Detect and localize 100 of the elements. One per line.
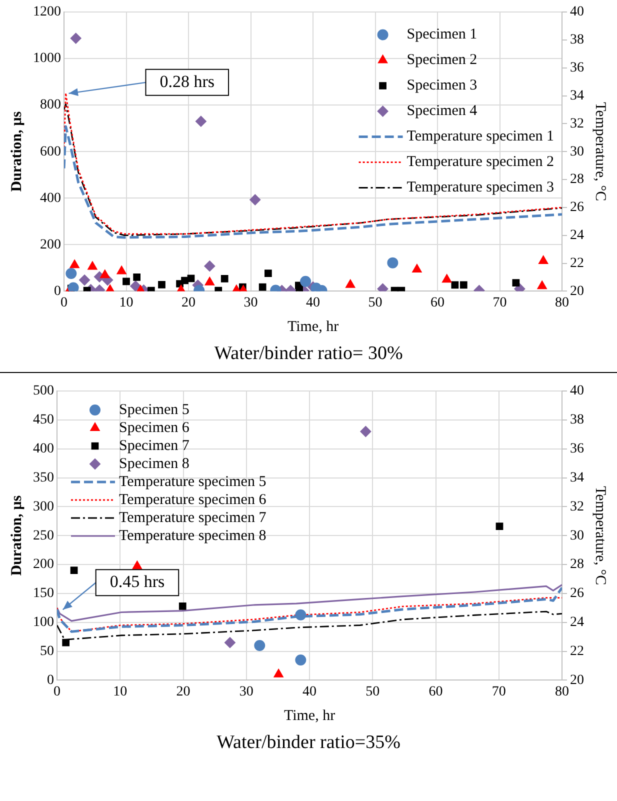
y-tick-label: 400	[33, 442, 54, 457]
legend-label: Specimen 8	[119, 456, 190, 472]
point	[412, 264, 422, 273]
point	[258, 283, 266, 291]
text: Water/binder ratio= 30%	[213, 342, 404, 366]
x-tick-label: 20	[182, 295, 196, 310]
y2-tick-label: 40	[570, 4, 584, 20]
y2-tick-label: 24	[570, 615, 584, 630]
y2-tick-label: 36	[570, 442, 584, 457]
point	[538, 255, 548, 264]
point	[66, 268, 77, 280]
y2-tick-label: 32	[570, 499, 584, 514]
legend-label: Specimen 3	[406, 78, 478, 94]
y2-tick-label: 26	[570, 586, 584, 602]
text: Water/binder ratio=35%	[216, 731, 402, 755]
annotation: 0.28 hrs	[160, 72, 215, 91]
y2-axis-title: Temperature, °C	[592, 486, 608, 586]
point	[68, 282, 79, 292]
x-tick-label: 40	[302, 684, 316, 700]
legend-label: Temperature specimen 1	[406, 128, 554, 145]
point	[460, 281, 468, 289]
point	[451, 281, 459, 289]
x-tick-label: 30	[239, 684, 254, 700]
point	[204, 276, 214, 286]
point	[122, 278, 130, 286]
point	[442, 274, 452, 283]
point	[250, 194, 261, 206]
y2-tick-label: 38	[570, 412, 584, 428]
y-tick-label: 0	[47, 672, 54, 688]
y2-tick-label: 30	[570, 528, 584, 544]
legend-label: Temperature specimen 6	[119, 492, 267, 508]
y-tick-label: 500	[33, 384, 54, 399]
y-tick-label: 1000	[33, 51, 61, 66]
y2-tick-label: 36	[570, 60, 584, 76]
y-tick-label: 200	[40, 237, 61, 252]
point	[264, 270, 272, 277]
point	[296, 286, 303, 292]
point	[79, 274, 90, 286]
y-tick-label: 250	[33, 528, 54, 544]
point	[537, 280, 547, 290]
x-tick-label: 10	[113, 684, 128, 700]
point	[116, 266, 126, 274]
point	[204, 260, 216, 272]
line-series	[57, 597, 562, 632]
y-axis-title: Duration, µs	[8, 495, 25, 576]
point	[187, 274, 195, 282]
point	[62, 638, 70, 646]
point	[300, 276, 312, 287]
y-tick-label: 100	[33, 615, 54, 630]
point	[512, 279, 520, 287]
point	[346, 279, 356, 288]
x-tick-label: 60	[428, 684, 443, 700]
legend-label: Temperature specimen 2	[406, 154, 554, 170]
x-tick-label: 80	[555, 684, 569, 700]
y-tick-label: 150	[33, 586, 54, 602]
point	[195, 116, 206, 127]
legend-label: Temperature specimen 3	[406, 180, 554, 196]
x-tick-label: 10	[119, 295, 134, 310]
legend-label: Temperature specimen 8	[119, 528, 266, 544]
x-axis-title: Time, hr	[287, 318, 339, 335]
point	[496, 522, 504, 530]
x-tick-label: 60	[430, 295, 444, 310]
x-tick-label: 80	[555, 295, 569, 310]
x-tick-label: 20	[176, 684, 190, 700]
x-tick-label: 70	[492, 684, 506, 700]
y2-tick-label: 20	[570, 672, 584, 688]
y-tick-label: 300	[33, 499, 54, 514]
legend-label: Specimen 5	[119, 402, 190, 418]
x-tick-label: 50	[368, 295, 382, 310]
line-series	[64, 125, 562, 239]
point	[360, 426, 372, 437]
point	[158, 281, 166, 288]
y2-tick-label: 26	[570, 200, 584, 216]
legend-label: Specimen 6	[119, 420, 190, 436]
y2-tick-label: 34	[570, 88, 584, 104]
point	[70, 260, 80, 268]
y-tick-label: 350	[33, 470, 54, 486]
x-tick-label: 70	[492, 295, 507, 310]
y2-tick-label: 38	[570, 32, 584, 48]
y-tick-label: 450	[33, 412, 54, 428]
point	[254, 640, 266, 651]
legend-label: Specimen 4	[406, 103, 478, 120]
legend-label: Temperature specimen 5	[119, 474, 266, 490]
y2-tick-label: 30	[570, 144, 584, 160]
point	[220, 274, 228, 282]
y2-tick-label: 22	[570, 256, 584, 271]
point	[295, 609, 306, 620]
legend-label: Specimen 7	[119, 438, 190, 454]
x-axis-title: Time, hr	[284, 708, 336, 724]
y2-tick-label: 28	[570, 557, 584, 572]
legend-label: Specimen 2	[406, 52, 478, 68]
y2-tick-label: 34	[570, 470, 584, 486]
point	[100, 270, 110, 278]
point	[178, 602, 186, 610]
point	[133, 274, 141, 281]
point	[132, 560, 142, 570]
point	[274, 668, 284, 678]
y2-tick-label: 20	[570, 284, 584, 299]
y2-tick-label: 22	[570, 644, 584, 659]
line-series	[57, 586, 562, 633]
